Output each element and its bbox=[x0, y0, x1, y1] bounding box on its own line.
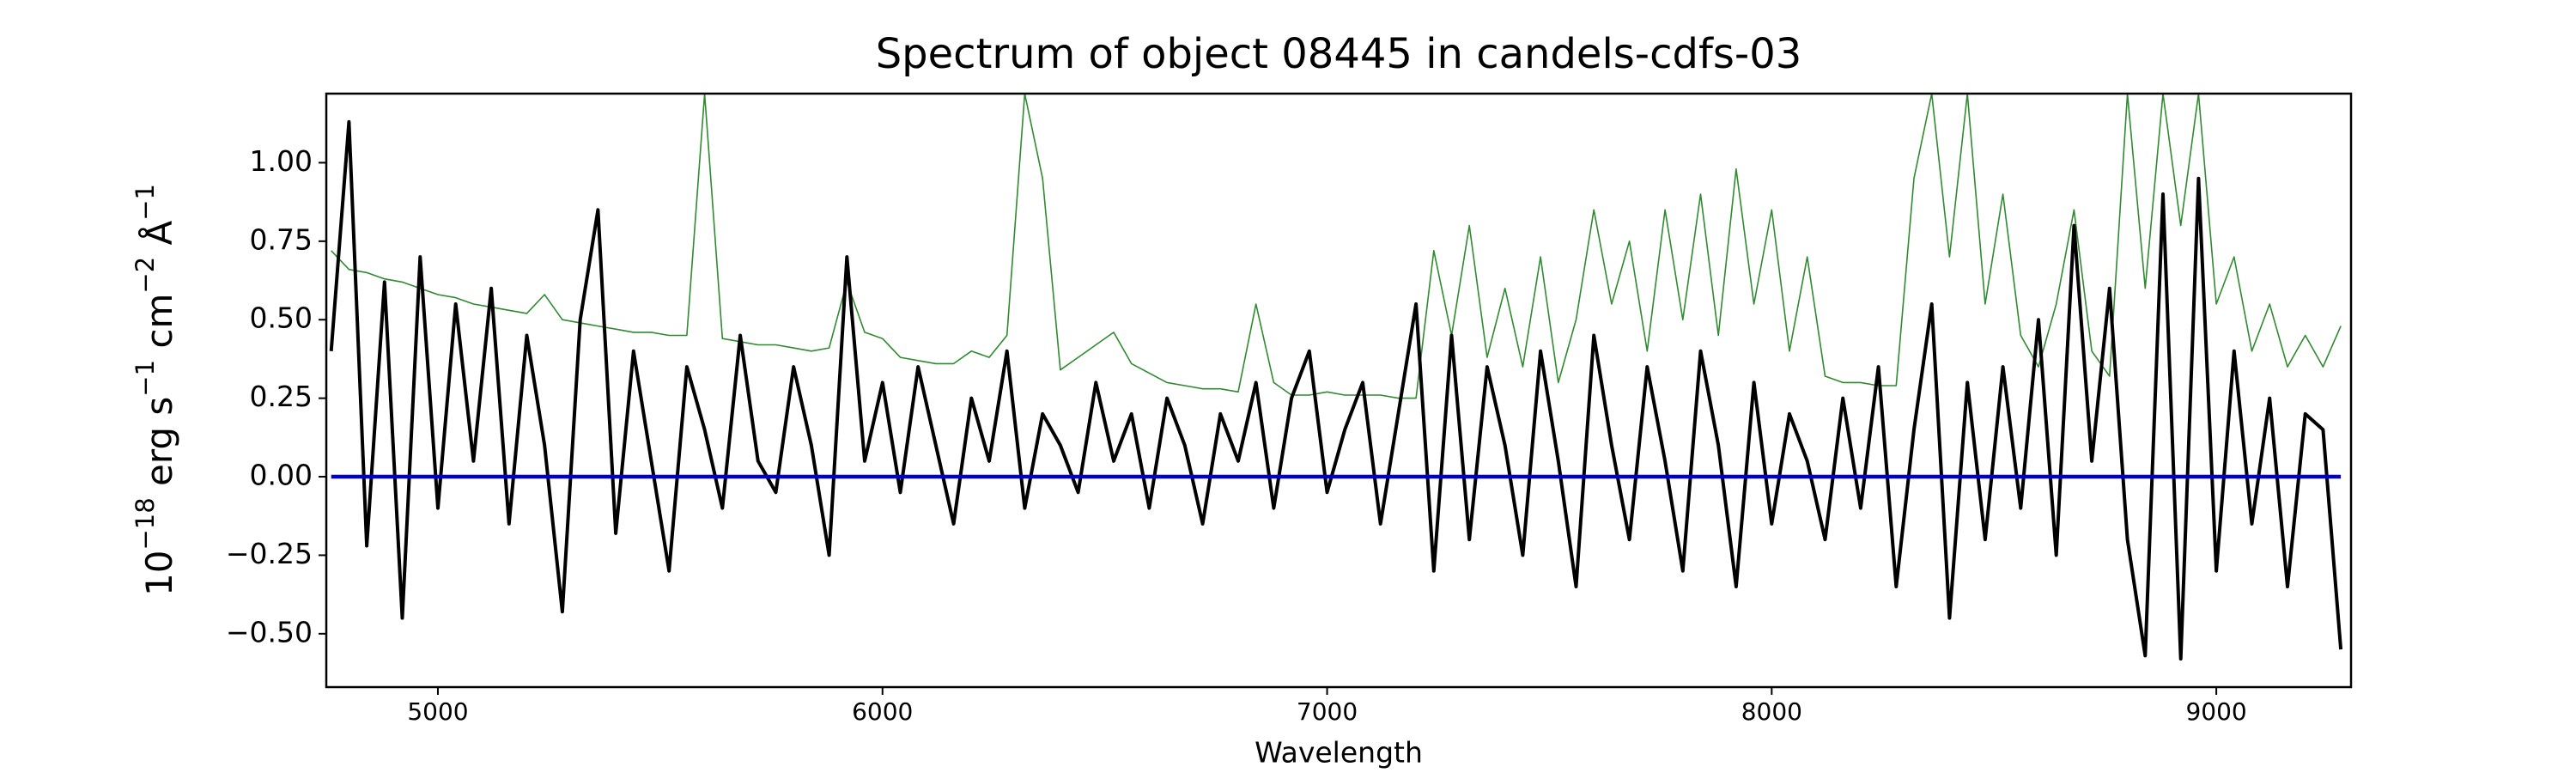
chart-title: Spectrum of object 08445 in candels-cdfs… bbox=[876, 30, 1802, 78]
spectrum-line bbox=[331, 94, 2342, 399]
x-tick-label: 6000 bbox=[852, 697, 913, 726]
y-axis-label-part: Å bbox=[137, 221, 180, 257]
y-axis-label-part: −1 bbox=[131, 184, 160, 221]
y-tick-label: 0.50 bbox=[250, 301, 313, 335]
plot-area bbox=[329, 94, 2343, 661]
y-tick-label: 1.00 bbox=[250, 144, 313, 178]
y-axis-label-part: 10 bbox=[138, 551, 180, 596]
y-axis-label-part: cm bbox=[138, 294, 180, 360]
y-tick-label: −0.25 bbox=[226, 537, 313, 570]
y-axis-label-part: −1 bbox=[131, 360, 160, 397]
y-axis-label-part: −2 bbox=[131, 257, 160, 294]
x-tick-label: 8000 bbox=[1741, 697, 1802, 726]
y-axis-label: 10−18 erg s−1 cm−2 Å−1 bbox=[131, 184, 180, 596]
x-tick-label: 9000 bbox=[2185, 697, 2246, 726]
y-tick-label: 0.75 bbox=[250, 222, 313, 256]
x-tick-label: 7000 bbox=[1297, 697, 1358, 726]
x-tick-label: 5000 bbox=[407, 697, 468, 726]
y-tick-label: −0.50 bbox=[226, 615, 313, 648]
y-tick-label: 0.25 bbox=[250, 380, 313, 413]
plot-frame bbox=[325, 92, 2353, 689]
x-axis-label: Wavelength bbox=[1255, 736, 1423, 770]
spectrum-line bbox=[329, 119, 2343, 661]
y-axis-label-part: erg s bbox=[138, 397, 180, 498]
y-axis-label-part: −18 bbox=[131, 497, 160, 550]
y-tick-label: 0.00 bbox=[250, 459, 313, 492]
